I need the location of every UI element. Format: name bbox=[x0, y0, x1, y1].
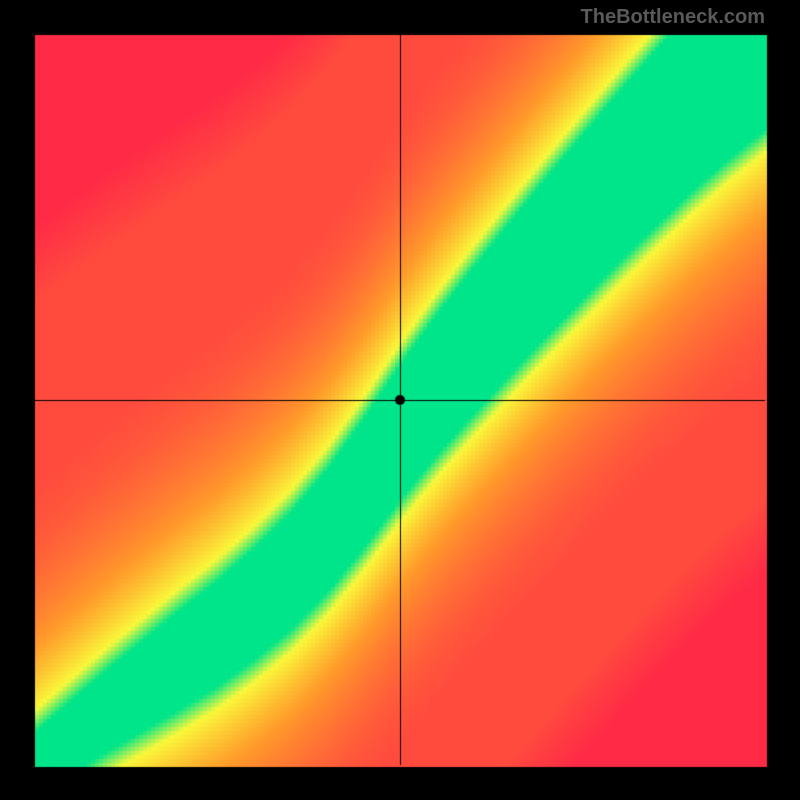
watermark-text: TheBottleneck.com bbox=[581, 6, 765, 29]
chart-container: TheBottleneck.com bbox=[0, 0, 800, 800]
bottleneck-heatmap bbox=[0, 0, 800, 800]
